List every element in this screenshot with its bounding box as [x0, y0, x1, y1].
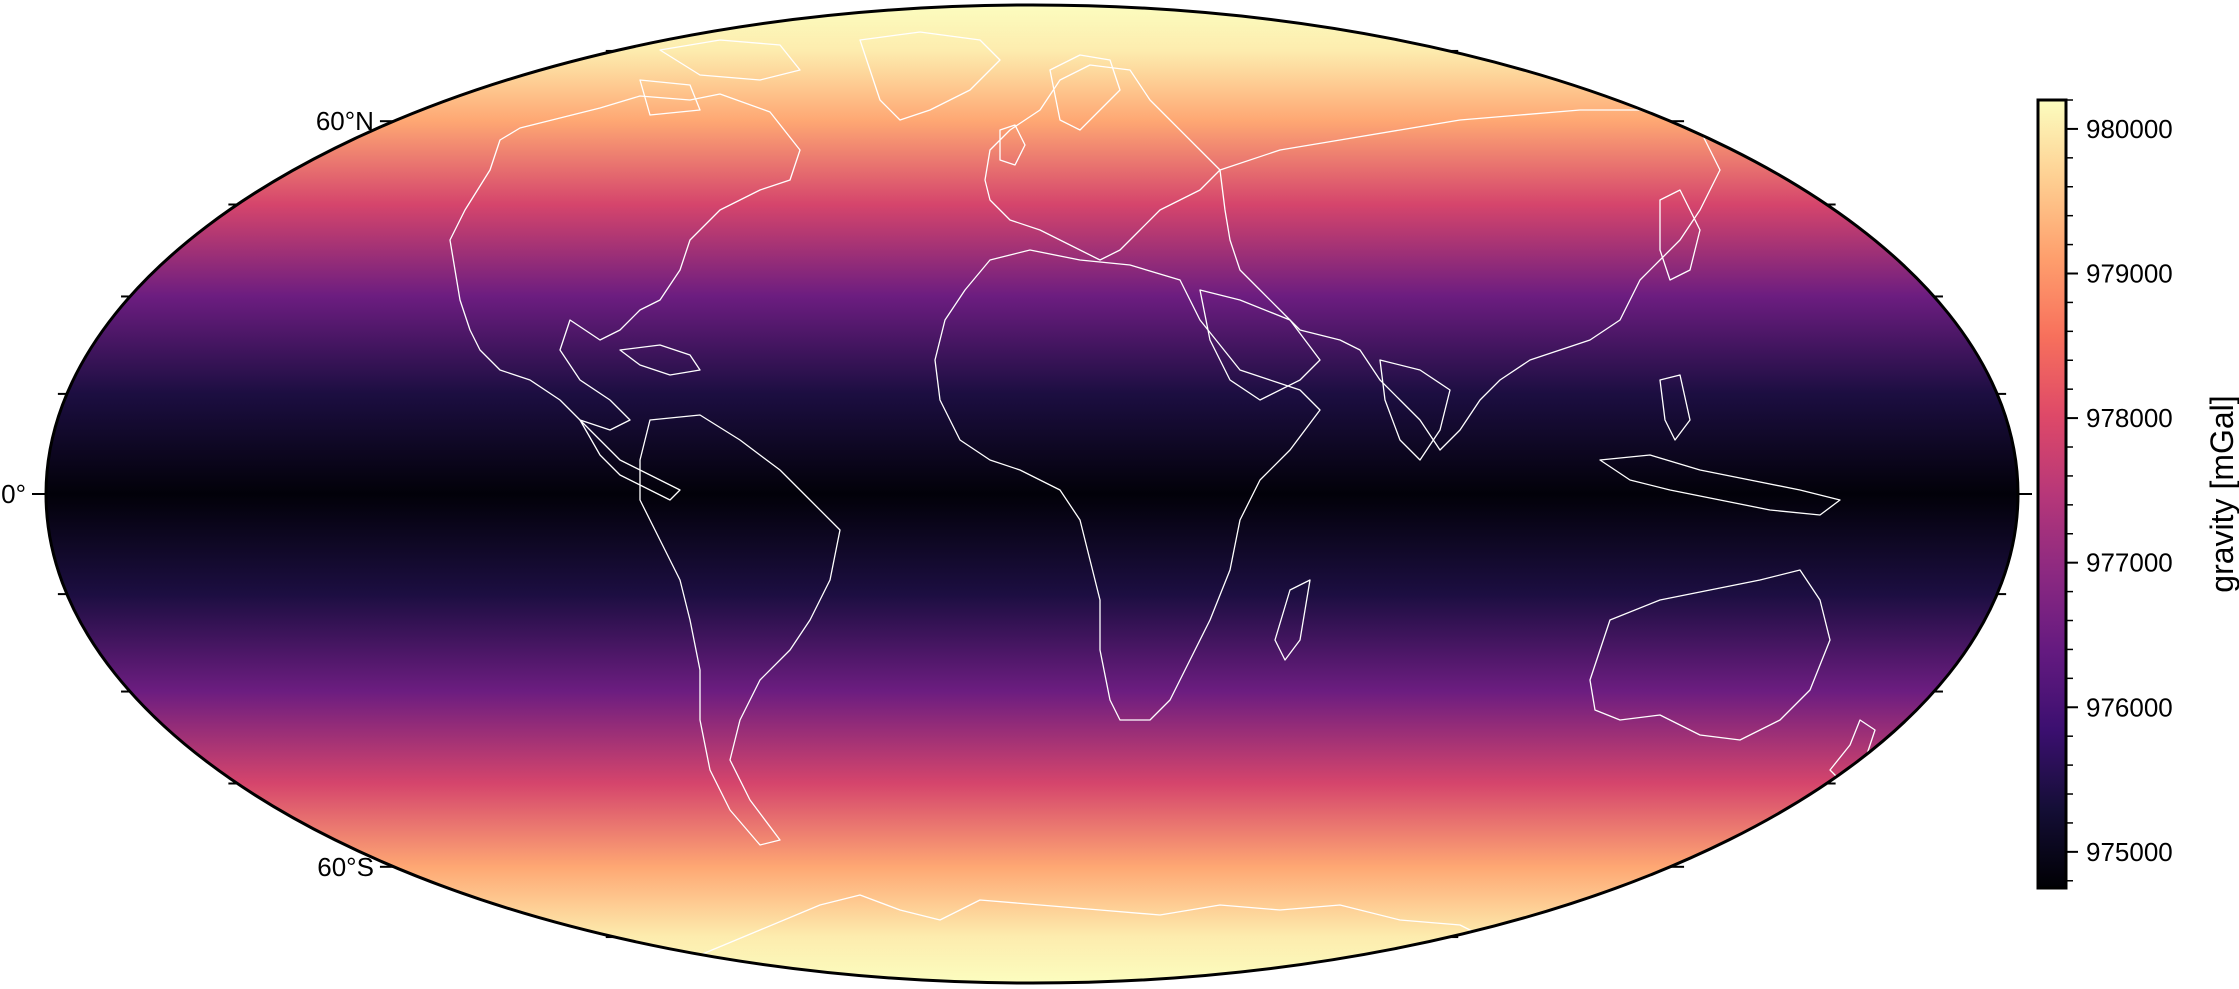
colorbar-tick-label: 978000 [2086, 403, 2173, 433]
map: 60°N 0° 60°S [1, 0, 2032, 989]
colorbar-label: gravity [mGal] [2204, 395, 2239, 592]
colorbar-tick-labels: 975000 976000 977000 978000 979000 980000 [2086, 114, 2173, 867]
colorbar-scale [2038, 100, 2066, 888]
latitude-label: 60°S [317, 852, 374, 882]
colorbar-tick-label: 976000 [2086, 692, 2173, 722]
latitude-label: 60°N [316, 106, 374, 136]
colorbar-ticks [2066, 100, 2078, 881]
colorbar-tick-label: 980000 [2086, 114, 2173, 144]
colorbar-tick-label: 975000 [2086, 837, 2173, 867]
colorbar: 975000 976000 977000 978000 979000 980000 gra… [2038, 100, 2239, 888]
colorbar-tick-label: 979000 [2086, 259, 2173, 289]
latitude-label: 0° [1, 479, 26, 509]
colorbar-tick-label: 977000 [2086, 548, 2173, 578]
